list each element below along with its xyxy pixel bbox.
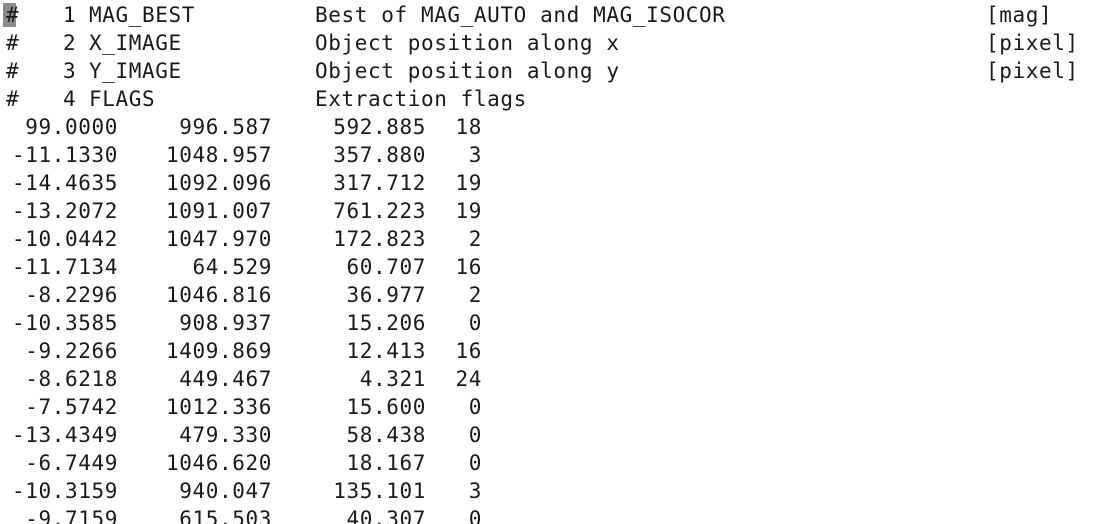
cell-y-image: 15.600	[346, 395, 426, 419]
header-column-description: Extraction flags	[315, 87, 527, 111]
cell-flags: 0	[468, 423, 482, 447]
cell-x-image: 1047.970	[166, 227, 272, 251]
table-row: -14.4635 1092.096 317.712 19	[0, 169, 1110, 197]
cell-y-image: 36.977	[346, 283, 426, 307]
cell-x-image: 1092.096	[166, 171, 272, 195]
header-hash: #	[6, 31, 20, 55]
table-row: -10.3159 940.047 135.101 3	[0, 477, 1110, 505]
cell-y-image: 357.880	[333, 143, 426, 167]
header-column-name: Y_IMAGE	[89, 59, 182, 83]
table-row: -10.0442 1047.970 172.823 2	[0, 225, 1110, 253]
cell-x-image: 1048.957	[166, 143, 272, 167]
cell-y-image: 135.101	[333, 479, 426, 503]
header-column-description: Object position along y	[315, 59, 620, 83]
cell-flags: 0	[468, 451, 482, 475]
cell-y-image: 317.712	[333, 171, 426, 195]
table-row: -11.1330 1048.957 357.880 3	[0, 141, 1110, 169]
cell-x-image: 1091.007	[166, 199, 272, 223]
header-column-unit: [pixel]	[986, 59, 1079, 83]
cell-mag-best: -13.4349	[12, 423, 118, 447]
text-cursor	[3, 3, 16, 27]
header-column-number: 1	[63, 3, 77, 27]
cell-mag-best: -6.7449	[25, 451, 118, 475]
cell-flags: 16	[455, 255, 482, 279]
cell-flags: 0	[468, 507, 482, 524]
header-hash: #	[6, 59, 20, 83]
cell-mag-best: -14.4635	[12, 171, 118, 195]
cell-y-image: 4.321	[359, 367, 426, 391]
table-row: -6.7449 1046.620 18.167 0	[0, 449, 1110, 477]
cell-flags: 18	[455, 115, 482, 139]
table-row: -8.6218 449.467 4.321 24	[0, 365, 1110, 393]
cell-mag-best: -9.2266	[25, 339, 118, 363]
header-hash: #	[6, 87, 20, 111]
table-row: -9.2266 1409.869 12.413 16	[0, 337, 1110, 365]
header-hash: #	[6, 3, 20, 27]
table-row: -13.4349 479.330 58.438 0	[0, 421, 1110, 449]
cell-x-image: 479.330	[179, 423, 272, 447]
table-row: -7.5742 1012.336 15.600 0	[0, 393, 1110, 421]
cell-flags: 0	[468, 395, 482, 419]
table-row: -13.2072 1091.007 761.223 19	[0, 197, 1110, 225]
cell-x-image: 1012.336	[166, 395, 272, 419]
cell-x-image: 940.047	[179, 479, 272, 503]
cell-x-image: 64.529	[192, 255, 272, 279]
header-column-description: Best of MAG_AUTO and MAG_ISOCOR	[315, 3, 726, 27]
cell-flags: 16	[455, 339, 482, 363]
table-row: -8.2296 1046.816 36.977 2	[0, 281, 1110, 309]
cell-flags: 24	[455, 367, 482, 391]
cell-flags: 2	[468, 227, 482, 251]
header-column-number: 2	[63, 31, 77, 55]
cell-flags: 19	[455, 199, 482, 223]
cell-y-image: 58.438	[346, 423, 426, 447]
header-column-name: X_IMAGE	[89, 31, 182, 55]
cell-mag-best: -10.3585	[12, 311, 118, 335]
header-column-description: Object position along x	[315, 31, 620, 55]
cell-y-image: 60.707	[346, 255, 426, 279]
cell-mag-best: 99.0000	[25, 115, 118, 139]
table-row: -9.7159 615.503 40.307 0	[0, 505, 1110, 524]
header-column-unit: [mag]	[986, 3, 1053, 27]
cell-y-image: 40.307	[346, 507, 426, 524]
cell-flags: 0	[468, 311, 482, 335]
header-column-name: MAG_BEST	[89, 3, 195, 27]
cell-x-image: 449.467	[179, 367, 272, 391]
cell-mag-best: -10.0442	[12, 227, 118, 251]
cell-flags: 3	[468, 479, 482, 503]
cell-x-image: 1046.816	[166, 283, 272, 307]
cell-mag-best: -11.1330	[12, 143, 118, 167]
cell-mag-best: -10.3159	[12, 479, 118, 503]
table-row: 99.0000 996.587 592.885 18	[0, 113, 1110, 141]
cell-x-image: 1409.869	[166, 339, 272, 363]
cell-mag-best: -8.2296	[25, 283, 118, 307]
cell-flags: 3	[468, 143, 482, 167]
cell-mag-best: -11.7134	[12, 255, 118, 279]
cell-x-image: 1046.620	[166, 451, 272, 475]
header-column-unit: [pixel]	[986, 31, 1079, 55]
cell-y-image: 592.885	[333, 115, 426, 139]
cell-mag-best: -9.7159	[25, 507, 118, 524]
table-row: -11.7134 64.529 60.707 16	[0, 253, 1110, 281]
cell-x-image: 908.937	[179, 311, 272, 335]
header-column-name: FLAGS	[89, 87, 156, 111]
cell-mag-best: -7.5742	[25, 395, 118, 419]
cell-y-image: 12.413	[346, 339, 426, 363]
header-column-number: 3	[63, 59, 77, 83]
cell-flags: 2	[468, 283, 482, 307]
cell-x-image: 615.503	[179, 507, 272, 524]
cell-y-image: 18.167	[346, 451, 426, 475]
cell-mag-best: -8.6218	[25, 367, 118, 391]
cell-mag-best: -13.2072	[12, 199, 118, 223]
table-row: -10.3585 908.937 15.206 0	[0, 309, 1110, 337]
cell-y-image: 15.206	[346, 311, 426, 335]
cell-x-image: 996.587	[179, 115, 272, 139]
cell-y-image: 761.223	[333, 199, 426, 223]
cell-flags: 19	[455, 171, 482, 195]
header-column-number: 4	[63, 87, 77, 111]
cell-y-image: 172.823	[333, 227, 426, 251]
